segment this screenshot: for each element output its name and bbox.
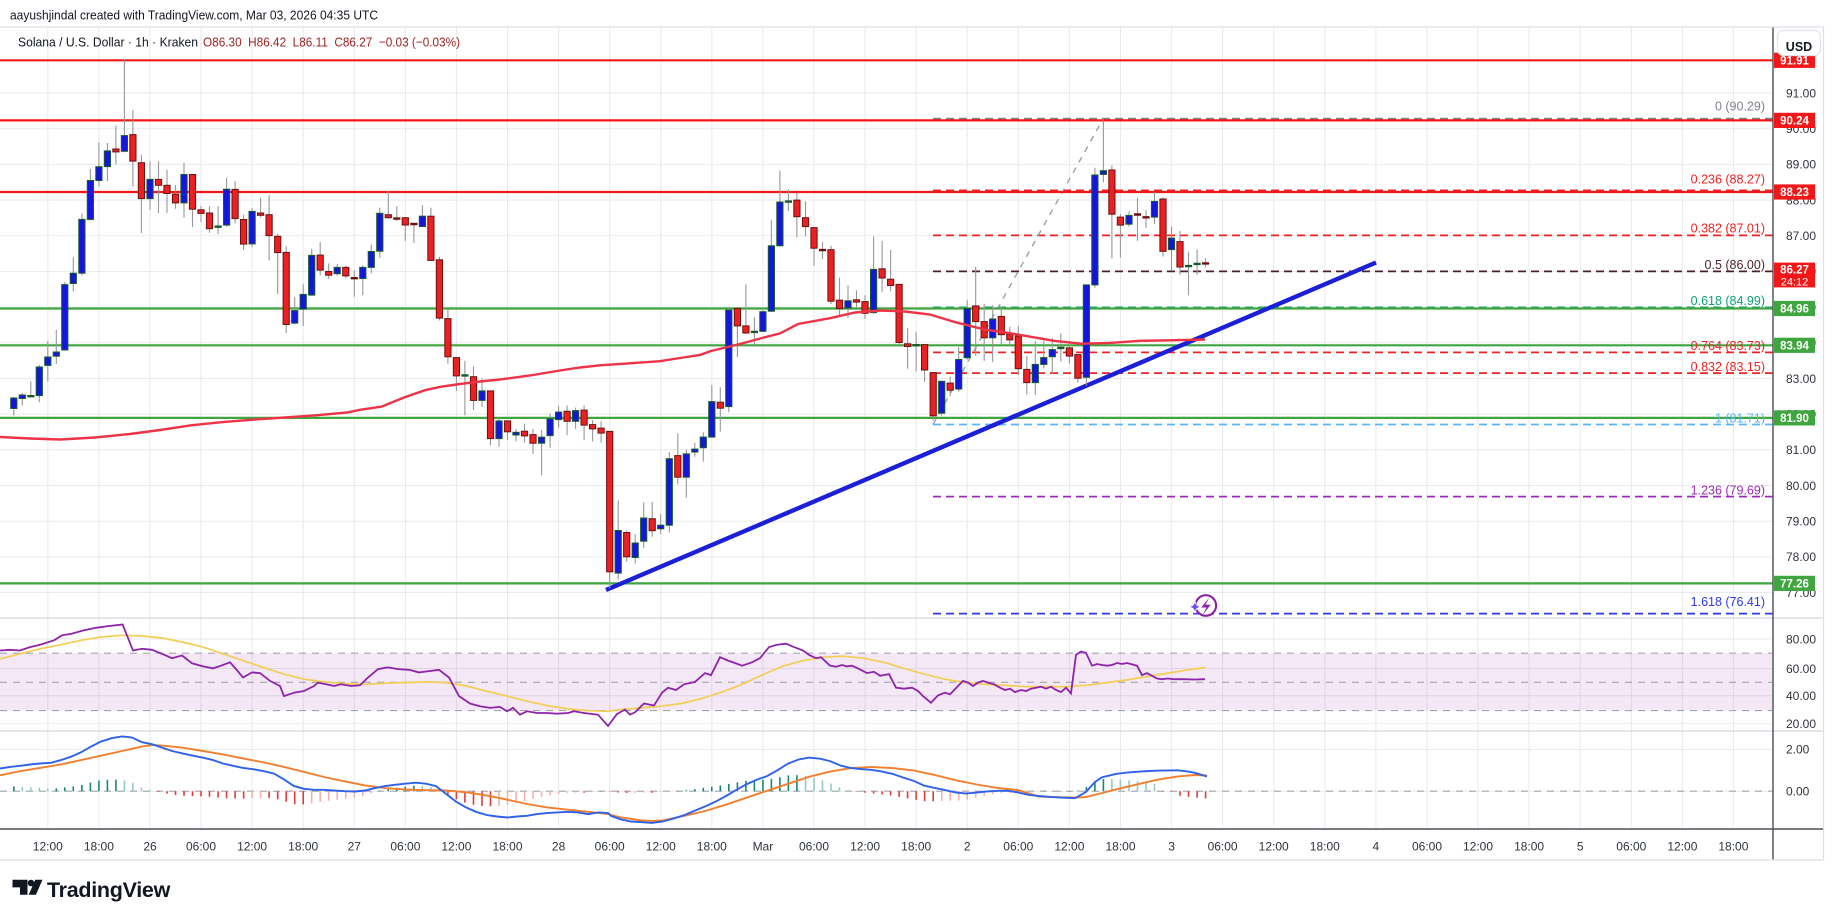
svg-text:O86.30 H86.42 L86.11 C86.27: O86.30 H86.42 L86.11 C86.27 −0.03 (−0.03… <box>203 35 460 50</box>
svg-text:88.23: 88.23 <box>1780 187 1809 199</box>
svg-text:12:00: 12:00 <box>1667 840 1697 854</box>
svg-text:77.26: 77.26 <box>1780 579 1809 591</box>
svg-text:81.00: 81.00 <box>1786 443 1816 457</box>
svg-text:06:00: 06:00 <box>1003 840 1033 854</box>
svg-text:5: 5 <box>1577 840 1584 854</box>
svg-text:80.00: 80.00 <box>1786 479 1816 493</box>
svg-text:28: 28 <box>552 840 566 854</box>
svg-text:4: 4 <box>1373 840 1380 854</box>
svg-text:18:00: 18:00 <box>84 840 114 854</box>
svg-text:1 (81.71): 1 (81.71) <box>1715 411 1765 425</box>
svg-text:06:00: 06:00 <box>799 840 829 854</box>
svg-text:84.96: 84.96 <box>1780 304 1809 316</box>
svg-text:18:00: 18:00 <box>1310 840 1340 854</box>
svg-text:12:00: 12:00 <box>1463 840 1493 854</box>
svg-text:91.00: 91.00 <box>1786 86 1816 100</box>
svg-text:0.618 (84.99): 0.618 (84.99) <box>1691 294 1765 308</box>
svg-text:06:00: 06:00 <box>1208 840 1238 854</box>
svg-text:2: 2 <box>964 840 971 854</box>
svg-text:24:12: 24:12 <box>1781 276 1809 288</box>
svg-text:40.00: 40.00 <box>1786 689 1816 703</box>
svg-text:0 (90.29): 0 (90.29) <box>1715 99 1765 113</box>
svg-text:2.00: 2.00 <box>1786 743 1810 757</box>
svg-text:90.24: 90.24 <box>1780 116 1809 128</box>
svg-text:0.00: 0.00 <box>1786 785 1810 799</box>
svg-text:1.618 (76.41): 1.618 (76.41) <box>1691 595 1765 609</box>
svg-text:TradingView: TradingView <box>47 878 171 902</box>
svg-text:18:00: 18:00 <box>1105 840 1135 854</box>
svg-text:USD: USD <box>1786 40 1812 54</box>
svg-text:06:00: 06:00 <box>186 840 216 854</box>
svg-text:0.832 (83.15): 0.832 (83.15) <box>1691 360 1765 374</box>
svg-text:06:00: 06:00 <box>595 840 625 854</box>
svg-text:86.27: 86.27 <box>1780 264 1809 276</box>
svg-text:12:00: 12:00 <box>646 840 676 854</box>
svg-text:06:00: 06:00 <box>1616 840 1646 854</box>
svg-text:18:00: 18:00 <box>697 840 727 854</box>
svg-text:0.5 (86.00): 0.5 (86.00) <box>1705 258 1765 272</box>
svg-text:12:00: 12:00 <box>33 840 63 854</box>
svg-text:79.00: 79.00 <box>1786 515 1816 529</box>
svg-text:12:00: 12:00 <box>1259 840 1289 854</box>
svg-text:83.00: 83.00 <box>1786 372 1816 386</box>
svg-text:18:00: 18:00 <box>492 840 522 854</box>
svg-text:81.90: 81.90 <box>1780 413 1809 425</box>
svg-text:06:00: 06:00 <box>1412 840 1442 854</box>
svg-text:87.00: 87.00 <box>1786 229 1816 243</box>
svg-text:12:00: 12:00 <box>441 840 471 854</box>
svg-text:89.00: 89.00 <box>1786 158 1816 172</box>
svg-text:18:00: 18:00 <box>288 840 318 854</box>
svg-text:0.236 (88.27): 0.236 (88.27) <box>1691 173 1765 187</box>
svg-text:27: 27 <box>348 840 362 854</box>
svg-text:12:00: 12:00 <box>850 840 880 854</box>
svg-text:80.00: 80.00 <box>1786 632 1816 646</box>
svg-text:78.00: 78.00 <box>1786 550 1816 564</box>
svg-text:83.94: 83.94 <box>1780 340 1809 352</box>
svg-text:18:00: 18:00 <box>1718 840 1748 854</box>
svg-text:18:00: 18:00 <box>1514 840 1544 854</box>
svg-text:60.00: 60.00 <box>1786 662 1816 676</box>
svg-text:Solana / U.S. Dollar · 1h · Kr: Solana / U.S. Dollar · 1h · Kraken <box>18 35 198 50</box>
svg-text:aayushjindal created with Trad: aayushjindal created with TradingView.co… <box>10 8 378 23</box>
svg-text:26: 26 <box>143 840 157 854</box>
svg-text:1.236 (79.69): 1.236 (79.69) <box>1691 483 1765 497</box>
svg-text:Mar: Mar <box>753 840 774 854</box>
svg-text:91.91: 91.91 <box>1780 55 1809 67</box>
svg-text:18:00: 18:00 <box>901 840 931 854</box>
svg-text:12:00: 12:00 <box>237 840 267 854</box>
svg-text:06:00: 06:00 <box>390 840 420 854</box>
svg-text:12:00: 12:00 <box>1054 840 1084 854</box>
svg-text:20.00: 20.00 <box>1786 717 1816 731</box>
svg-text:3: 3 <box>1168 840 1175 854</box>
svg-text:0.764 (83.73): 0.764 (83.73) <box>1691 339 1765 353</box>
svg-text:0.382 (87.01): 0.382 (87.01) <box>1691 222 1765 236</box>
